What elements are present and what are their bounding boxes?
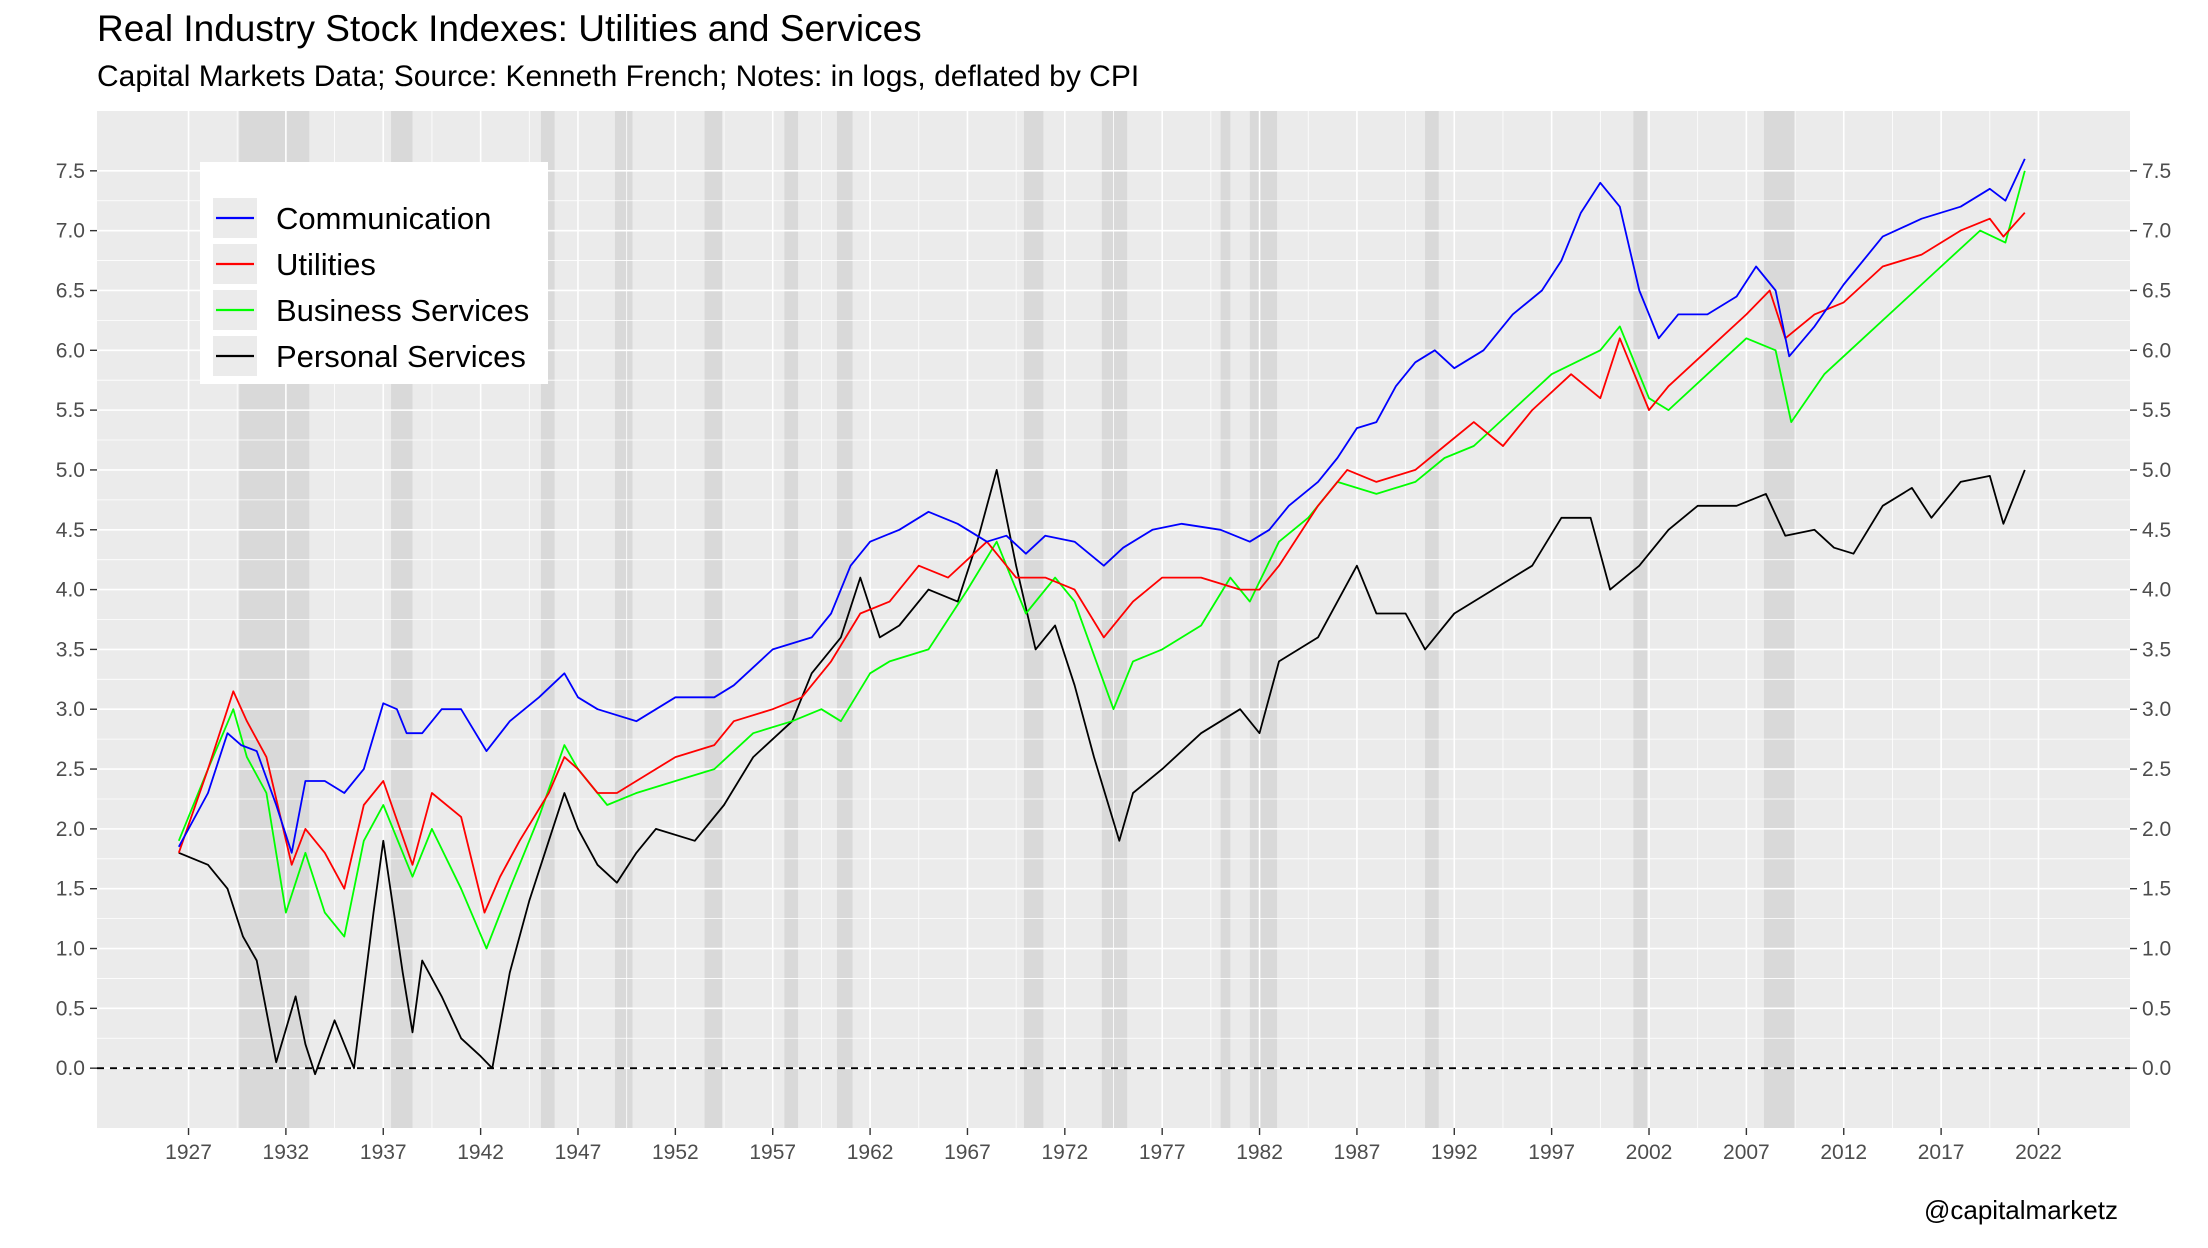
x-tick-label: 1997 xyxy=(1528,1141,1575,1164)
y-tick-label-left: 2.0 xyxy=(56,818,85,841)
x-tick-label: 1947 xyxy=(555,1141,602,1164)
y-tick-label-right: 3.5 xyxy=(2142,638,2171,661)
x-tick-label: 1942 xyxy=(457,1141,504,1164)
y-tick-label-right: 4.0 xyxy=(2142,579,2171,602)
x-tick-label: 1977 xyxy=(1139,1141,1186,1164)
x-tick-label: 2007 xyxy=(1723,1141,1770,1164)
x-tick-label: 1952 xyxy=(652,1141,699,1164)
y-tick-label-left: 1.5 xyxy=(56,878,85,901)
x-tick-label: 2022 xyxy=(2015,1141,2062,1164)
x-tick-label: 1962 xyxy=(847,1141,894,1164)
y-tick-label-left: 0.5 xyxy=(56,997,85,1020)
x-tick-label: 1932 xyxy=(263,1141,310,1164)
x-tick-label: 1972 xyxy=(1041,1141,1088,1164)
x-tick-label: 1957 xyxy=(749,1141,796,1164)
x-tick-label: 1937 xyxy=(360,1141,407,1164)
legend-box xyxy=(200,162,548,384)
y-tick-label-right: 5.5 xyxy=(2142,399,2171,422)
y-tick-label-right: 7.0 xyxy=(2142,220,2171,243)
y-tick-label-left: 2.5 xyxy=(56,758,85,781)
y-tick-label-right: 3.0 xyxy=(2142,698,2171,721)
y-tick-label-left: 7.0 xyxy=(56,220,85,243)
series-line-personal-services xyxy=(178,469,2026,1076)
x-tick-label: 1982 xyxy=(1236,1141,1283,1164)
legend-label: Business Services xyxy=(276,293,529,328)
y-tick-label-right: 7.5 xyxy=(2142,160,2171,183)
axes: 1927 1932 1937 1942 1947 1952 1957 1962 1967 1972… xyxy=(56,160,2171,1164)
y-tick-label-left: 5.0 xyxy=(56,459,85,482)
chart-title: Real Industry Stock Indexes: Utilities a… xyxy=(97,8,922,49)
y-tick-label-right: 4.5 xyxy=(2142,519,2171,542)
y-tick-label-left: 3.5 xyxy=(56,638,85,661)
y-tick-label-left: 5.5 xyxy=(56,399,85,422)
y-tick-label-right: 2.5 xyxy=(2142,758,2171,781)
series-line-utilities xyxy=(177,212,2026,914)
series-line-business-services xyxy=(177,170,2026,950)
y-tick-label-left: 1.0 xyxy=(56,938,85,961)
x-tick-label: 1987 xyxy=(1334,1141,1381,1164)
y-tick-label-right: 1.0 xyxy=(2142,938,2171,961)
y-tick-label-right: 0.5 xyxy=(2142,997,2171,1020)
y-tick-label-left: 4.0 xyxy=(56,579,85,602)
y-tick-label-left: 0.0 xyxy=(56,1057,85,1080)
legend: Communication Utilities Business Services P… xyxy=(200,162,548,384)
y-tick-label-left: 3.0 xyxy=(56,698,85,721)
series-line-communication xyxy=(178,158,2026,854)
chart-subtitle: Capital Markets Data; Source: Kenneth Fr… xyxy=(97,60,1140,93)
y-tick-label-right: 6.5 xyxy=(2142,279,2171,302)
series-lines xyxy=(177,158,2026,1076)
x-tick-label: 2012 xyxy=(1820,1141,1867,1164)
y-tick-label-right: 1.5 xyxy=(2142,878,2171,901)
x-tick-label: 1992 xyxy=(1431,1141,1478,1164)
y-tick-label-right: 5.0 xyxy=(2142,459,2171,482)
y-tick-label-left: 6.0 xyxy=(56,339,85,362)
x-tick-label: 1927 xyxy=(165,1141,212,1164)
y-tick-label-left: 4.5 xyxy=(56,519,85,542)
y-tick-label-right: 6.0 xyxy=(2142,339,2171,362)
legend-label: Utilities xyxy=(276,247,376,282)
y-tick-label-left: 7.5 xyxy=(56,160,85,183)
y-tick-label-right: 2.0 xyxy=(2142,818,2171,841)
x-tick-label: 1967 xyxy=(944,1141,991,1164)
x-tick-label: 2017 xyxy=(1918,1141,1965,1164)
y-tick-label-left: 6.5 xyxy=(56,279,85,302)
legend-label: Personal Services xyxy=(276,339,526,374)
legend-label: Communication xyxy=(276,201,491,236)
y-tick-label-right: 0.0 xyxy=(2142,1057,2171,1080)
grid-lines xyxy=(97,111,2130,1128)
x-tick-label: 2002 xyxy=(1626,1141,1673,1164)
chart-caption: @capitalmarketz xyxy=(1923,1195,2118,1225)
